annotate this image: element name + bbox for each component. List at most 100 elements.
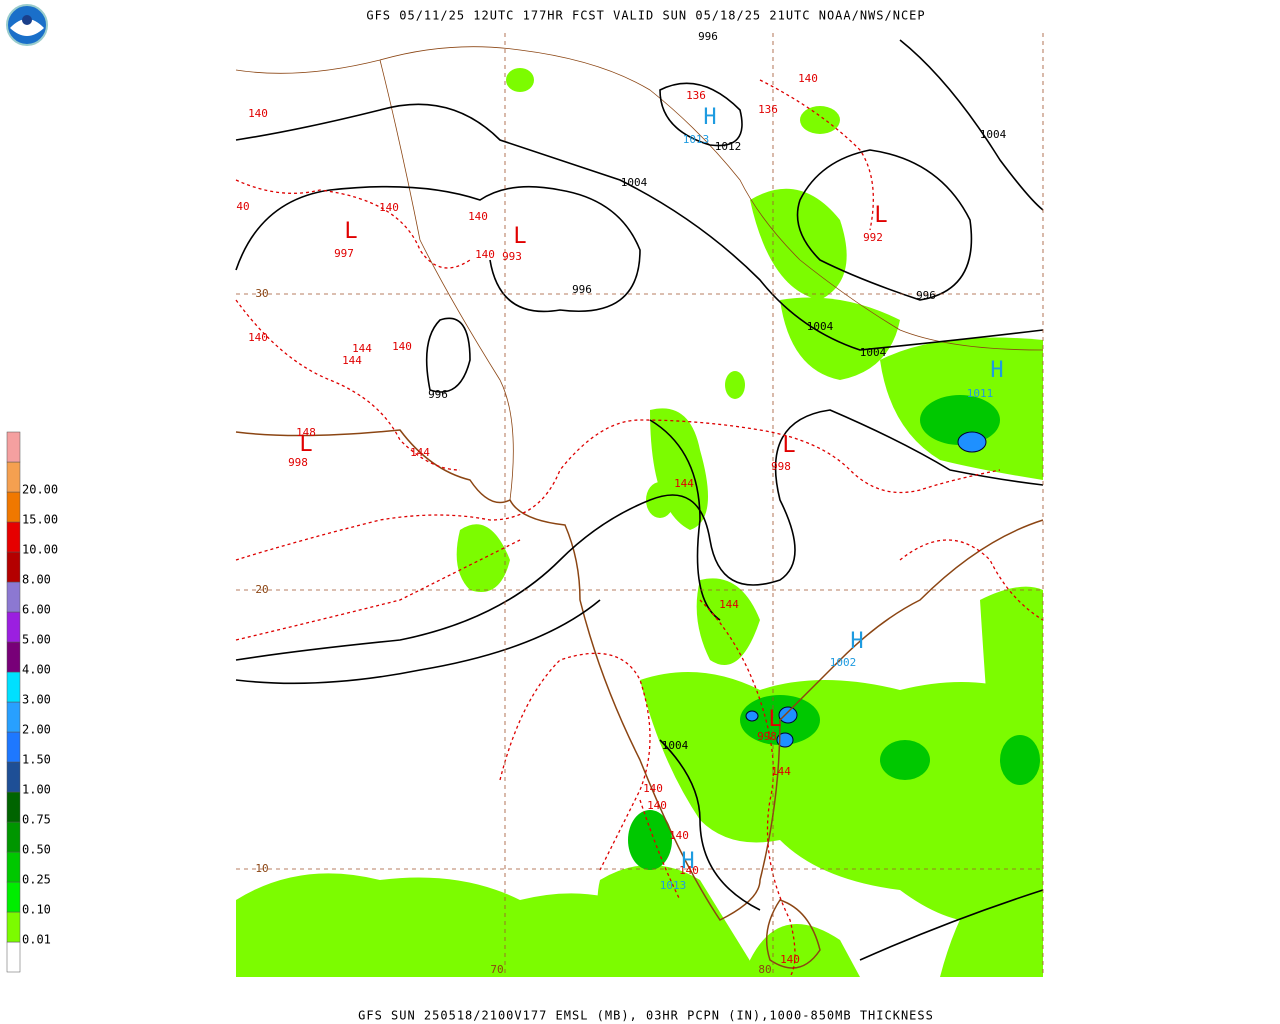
legend-swatch (6, 641, 21, 673)
isobars (235, 39, 1044, 961)
thickness-contours (235, 79, 1044, 978)
thickness-label: 140 (248, 107, 268, 120)
thickness-label: 148 (296, 426, 316, 439)
legend-label: 10.00 (22, 543, 58, 557)
thickness-label: 144 (771, 765, 791, 778)
legend-swatch (6, 551, 21, 583)
legend-label: 20.00 (22, 483, 58, 497)
low-symbol: L (782, 433, 795, 458)
legend-swatch (6, 461, 21, 493)
legend-swatch (6, 911, 21, 943)
thickness-label: 136 (686, 89, 706, 102)
low-value: 998 (288, 456, 308, 469)
thickness-label: 140 (248, 331, 268, 344)
low-symbol: L (344, 219, 357, 244)
legend-label: 15.00 (22, 513, 58, 527)
legend-swatch (6, 761, 21, 793)
thickness-label: 136 (758, 103, 778, 116)
legend-swatch (6, 881, 21, 913)
longitude-label: 70 (490, 963, 503, 976)
legend-label: 6.00 (22, 603, 51, 617)
header-title: GFS 05/11/25 12UTC 177HR FCST VALID SUN … (366, 9, 925, 23)
thickness-label: 144 (352, 342, 372, 355)
thickness-label: 144 (674, 477, 694, 490)
thickness-label: 140 (468, 210, 488, 223)
legend-swatch (6, 611, 21, 643)
isobar-label: 1004 (980, 128, 1007, 141)
isobar-label: 996 (698, 30, 718, 43)
isobar-label: 996 (428, 388, 448, 401)
legend-label: 8.00 (22, 573, 51, 587)
legend-swatch (6, 431, 21, 463)
legend-swatch (6, 941, 21, 973)
isobar-label: 1004 (621, 176, 648, 189)
thickness-label: 144 (719, 598, 739, 611)
high-symbol: H (703, 105, 716, 130)
footer-caption: GFS SUN 250518/2100V177 EMSL (MB), 03HR … (358, 1009, 934, 1023)
isobar-label: 996 (572, 283, 592, 296)
legend-label: 0.50 (22, 843, 51, 857)
legend-label: 1.00 (22, 783, 51, 797)
latitude-label: 10 (255, 862, 268, 875)
thickness-label: 40 (236, 200, 249, 213)
legend-label: 0.10 (22, 903, 51, 917)
high-value: 1011 (967, 387, 994, 400)
high-value: 1013 (660, 879, 687, 892)
legend-swatch (6, 731, 21, 763)
low-value: 997 (334, 247, 354, 260)
legend-swatch (6, 701, 21, 733)
noaa-logo (6, 4, 48, 46)
isobar-label: 996 (916, 289, 936, 302)
high-symbol: H (990, 358, 1003, 383)
legend-label: 3.00 (22, 693, 51, 707)
map-labels: 30 20 10 70 80 996 1012 1004 1004 996 996 1004 1004 9… (236, 30, 1006, 976)
thickness-label: 140 (669, 829, 689, 842)
high-symbol: H (850, 629, 863, 654)
high-value: 1002 (830, 656, 857, 669)
latitude-label: 20 (255, 583, 268, 596)
thickness-label: 144 (342, 354, 362, 367)
thickness-label: 140 (647, 799, 667, 812)
borders (235, 46, 1044, 501)
longitude-label: 80 (758, 963, 771, 976)
low-symbol: L (768, 707, 781, 732)
legend-label: 0.01 (22, 933, 51, 947)
thickness-label: 140 (379, 201, 399, 214)
thickness-label: 140 (679, 864, 699, 877)
thickness-label: 140 (780, 953, 800, 966)
precip-heavy (745, 431, 987, 748)
legend-swatch (6, 791, 21, 823)
legend-label: 2.00 (22, 723, 51, 737)
thickness-label: 144 (410, 446, 430, 459)
thickness-label: 140 (392, 340, 412, 353)
isobar-label: 1004 (662, 739, 689, 752)
isobar-label: 1004 (807, 320, 834, 333)
latitude-label: 30 (255, 287, 268, 300)
high-value: 1013 (683, 133, 710, 146)
coastline (235, 429, 1044, 969)
thickness-label: 140 (475, 248, 495, 261)
low-value: 993 (502, 250, 522, 263)
thickness-label: 140 (643, 782, 663, 795)
legend-label: 4.00 (22, 663, 51, 677)
legend-label: 5.00 (22, 633, 51, 647)
low-symbol: L (299, 432, 312, 457)
low-value: 998 (757, 730, 777, 743)
legend-label: 0.25 (22, 873, 51, 887)
precip-legend: 20.00 15.00 10.00 8.00 6.00 5.00 4.00 3.00 2.00 1… (6, 431, 58, 973)
high-symbol: H (681, 849, 694, 874)
thickness-label: 140 (798, 72, 818, 85)
legend-swatch (6, 671, 21, 703)
legend-swatch (6, 821, 21, 853)
low-value: 992 (863, 231, 883, 244)
low-symbol: L (874, 203, 887, 228)
map-area (235, 33, 1044, 978)
isobar-label: 1004 (860, 346, 887, 359)
legend-swatch (6, 581, 21, 613)
legend-label: 0.75 (22, 813, 51, 827)
latlon-grid (236, 33, 1044, 977)
low-value: 998 (771, 460, 791, 473)
legend-swatch (6, 521, 21, 553)
legend-label: 1.50 (22, 753, 51, 767)
